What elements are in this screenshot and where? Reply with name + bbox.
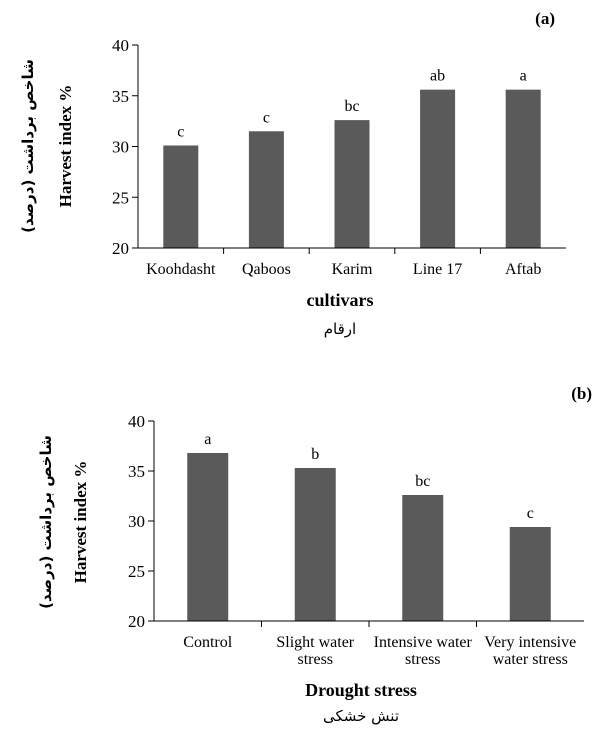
bar-label: a <box>520 68 527 85</box>
bar <box>420 89 456 248</box>
y-title-a: Harvest index % <box>56 85 75 208</box>
bar <box>334 120 370 248</box>
bar <box>248 131 284 248</box>
y-tick-label: 25 <box>112 188 129 207</box>
chart-b: (b) 20 25 30 35 40 a b bc c Control Slight water… <box>37 384 592 725</box>
bar-label: ab <box>430 68 445 85</box>
chart-a: (a) 20 25 30 35 40 c c bc ab a Koohdasht Qaboos Ka… <box>19 9 566 338</box>
axes-b <box>153 421 584 622</box>
y-tick-label: 30 <box>128 512 145 531</box>
bars-a: c c bc ab a <box>163 68 541 248</box>
y-tick-label: 20 <box>128 612 145 631</box>
bar <box>505 89 541 248</box>
y-axis-a: 20 25 30 35 40 <box>112 36 138 258</box>
panel-label-a: (a) <box>535 9 555 28</box>
y-tick-label: 35 <box>128 462 145 481</box>
y-tick-label: 35 <box>112 87 129 106</box>
x-title-fa-a: ارقام <box>324 320 356 338</box>
x-tick-label: Line 17 <box>413 261 462 278</box>
x-tick-label: Intensive water <box>374 634 473 651</box>
bar-label: c <box>177 123 184 140</box>
x-axis-a: Koohdasht Qaboos Karim Line 17 Aftab <box>146 248 541 278</box>
x-title-b: Drought stress <box>305 680 417 700</box>
y-tick-label: 20 <box>112 239 129 258</box>
y-title-fa-b: شاخص برداشت (درصد) <box>37 435 55 609</box>
y-axis-b: 20 25 30 35 40 <box>128 412 154 631</box>
y-title-b: Harvest index % <box>71 461 90 584</box>
bar <box>163 145 199 248</box>
x-tick-label: Koohdasht <box>146 261 216 278</box>
x-tick-label: water stress <box>493 651 568 668</box>
y-title-fa-a: شاخص برداشت (درصد) <box>19 59 37 233</box>
bar-label: b <box>311 446 319 463</box>
x-title-fa-b: تنش خشکی <box>323 707 399 725</box>
x-title-a: cultivars <box>307 290 374 310</box>
x-tick-label: Control <box>183 634 232 651</box>
y-tick-label: 40 <box>128 412 145 431</box>
y-tick-label: 30 <box>112 138 129 157</box>
bar <box>509 527 551 621</box>
y-tick-label: 40 <box>112 36 129 55</box>
x-tick-label: Aftab <box>505 261 541 278</box>
bar-label: bc <box>415 473 430 490</box>
bar <box>294 468 336 621</box>
bar-label: c <box>527 505 534 522</box>
x-tick-label: stress <box>405 651 441 668</box>
bar-label: a <box>204 431 211 448</box>
panel-label-b: (b) <box>571 384 592 403</box>
x-tick-label: stress <box>297 651 333 668</box>
axes-a <box>137 45 566 249</box>
x-tick-label: Slight water <box>276 634 354 651</box>
y-tick-label: 25 <box>128 562 145 581</box>
bar-label: c <box>263 109 270 126</box>
bars-b: a b bc c <box>187 431 551 621</box>
bar <box>402 495 444 621</box>
bar <box>187 453 229 621</box>
x-tick-label: Qaboos <box>242 261 291 278</box>
bar-label: bc <box>344 98 359 115</box>
x-tick-label: Very intensive <box>484 634 576 651</box>
x-tick-label: Karim <box>332 261 373 278</box>
